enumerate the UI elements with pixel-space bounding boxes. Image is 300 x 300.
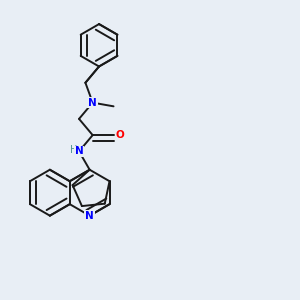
Text: O: O <box>116 130 124 140</box>
Text: N: N <box>75 146 83 156</box>
Text: N: N <box>88 98 97 108</box>
Text: N: N <box>85 211 94 221</box>
Text: H: H <box>70 146 77 155</box>
